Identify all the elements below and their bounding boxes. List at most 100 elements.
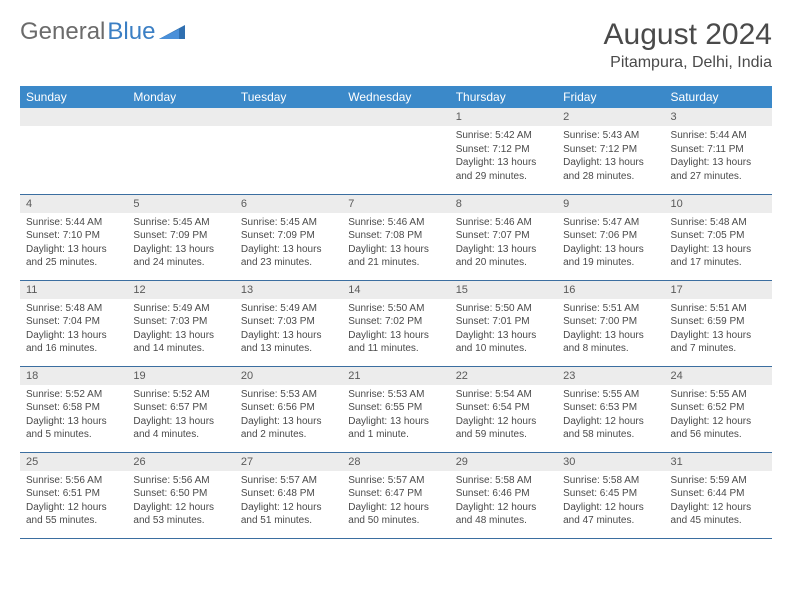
day-cell: 14Sunrise: 5:50 AMSunset: 7:02 PMDayligh… (342, 280, 449, 366)
sunset-text: Sunset: 7:04 PM (26, 315, 121, 329)
sunrise-text: Sunrise: 5:59 AM (671, 474, 766, 488)
day-info: Sunrise: 5:55 AMSunset: 6:53 PMDaylight:… (557, 385, 664, 446)
day-cell: 20Sunrise: 5:53 AMSunset: 6:56 PMDayligh… (235, 366, 342, 452)
day-info: Sunrise: 5:56 AMSunset: 6:50 PMDaylight:… (127, 471, 234, 532)
day-info: Sunrise: 5:47 AMSunset: 7:06 PMDaylight:… (557, 213, 664, 274)
day-number: 31 (665, 453, 772, 471)
day-info: Sunrise: 5:52 AMSunset: 6:57 PMDaylight:… (127, 385, 234, 446)
day-number: 7 (342, 195, 449, 213)
sunrise-text: Sunrise: 5:51 AM (563, 302, 658, 316)
sunset-text: Sunset: 6:59 PM (671, 315, 766, 329)
day-number: 3 (665, 108, 772, 126)
daylight-text: Daylight: 13 hours and 4 minutes. (133, 415, 228, 442)
sunset-text: Sunset: 6:46 PM (456, 487, 551, 501)
day-info: Sunrise: 5:45 AMSunset: 7:09 PMDaylight:… (235, 213, 342, 274)
daylight-text: Daylight: 13 hours and 16 minutes. (26, 329, 121, 356)
month-title: August 2024 (604, 18, 772, 52)
day-number: 29 (450, 453, 557, 471)
daylight-text: Daylight: 13 hours and 14 minutes. (133, 329, 228, 356)
sunset-text: Sunset: 6:58 PM (26, 401, 121, 415)
daylight-text: Daylight: 12 hours and 48 minutes. (456, 501, 551, 528)
daylight-text: Daylight: 13 hours and 20 minutes. (456, 243, 551, 270)
day-info: Sunrise: 5:57 AMSunset: 6:48 PMDaylight:… (235, 471, 342, 532)
day-cell: 9Sunrise: 5:47 AMSunset: 7:06 PMDaylight… (557, 194, 664, 280)
daylight-text: Daylight: 13 hours and 17 minutes. (671, 243, 766, 270)
sunset-text: Sunset: 7:03 PM (241, 315, 336, 329)
sunset-text: Sunset: 7:10 PM (26, 229, 121, 243)
sunset-text: Sunset: 7:05 PM (671, 229, 766, 243)
day-info: Sunrise: 5:58 AMSunset: 6:45 PMDaylight:… (557, 471, 664, 532)
sunrise-text: Sunrise: 5:55 AM (671, 388, 766, 402)
day-cell: 16 Sunrise: 5:51 AMSunset: 7:00 PMDayligh… (557, 280, 664, 366)
logo-triangle-icon (159, 18, 185, 46)
day-info: Sunrise: 5:58 AMSunset: 6:46 PMDaylight:… (450, 471, 557, 532)
sunset-text: Sunset: 7:09 PM (241, 229, 336, 243)
day-number: 18 (20, 367, 127, 385)
day-info: Sunrise: 5:52 AMSunset: 6:58 PMDaylight:… (20, 385, 127, 446)
day-info: Sunrise: 5:48 AMSunset: 7:05 PMDaylight:… (665, 213, 772, 274)
day-number-empty (342, 108, 449, 126)
day-cell: 29Sunrise: 5:58 AMSunset: 6:46 PMDayligh… (450, 452, 557, 538)
sunrise-text: Sunrise: 5:49 AM (133, 302, 228, 316)
day-number: 21 (342, 367, 449, 385)
day-cell: 24Sunrise: 5:55 AMSunset: 6:52 PMDayligh… (665, 366, 772, 452)
day-cell: 31Sunrise: 5:59 AMSunset: 6:44 PMDayligh… (665, 452, 772, 538)
day-cell (235, 108, 342, 194)
day-number: 5 (127, 195, 234, 213)
sunset-text: Sunset: 7:12 PM (563, 143, 658, 157)
sunrise-text: Sunrise: 5:48 AM (26, 302, 121, 316)
day-cell: 30Sunrise: 5:58 AMSunset: 6:45 PMDayligh… (557, 452, 664, 538)
calendar-table: SundayMondayTuesdayWednesdayThursdayFrid… (20, 86, 772, 539)
sunrise-text: Sunrise: 5:51 AM (671, 302, 766, 316)
day-info: Sunrise: 5:49 AMSunset: 7:03 PMDaylight:… (127, 299, 234, 360)
sunrise-text: Sunrise: 5:55 AM (563, 388, 658, 402)
sunrise-text: Sunrise: 5:56 AM (26, 474, 121, 488)
daylight-text: Daylight: 13 hours and 10 minutes. (456, 329, 551, 356)
day-info: Sunrise: 5:44 AMSunset: 7:10 PMDaylight:… (20, 213, 127, 274)
sunset-text: Sunset: 7:02 PM (348, 315, 443, 329)
day-number: 16 (557, 281, 664, 299)
sunrise-text: Sunrise: 5:47 AM (563, 216, 658, 230)
sunset-text: Sunset: 7:06 PM (563, 229, 658, 243)
sunset-text: Sunset: 7:07 PM (456, 229, 551, 243)
sunrise-text: Sunrise: 5:49 AM (241, 302, 336, 316)
day-info: Sunrise: 5:50 AMSunset: 7:01 PMDaylight:… (450, 299, 557, 360)
sunset-text: Sunset: 6:51 PM (26, 487, 121, 501)
day-number: 23 (557, 367, 664, 385)
sunset-text: Sunset: 7:01 PM (456, 315, 551, 329)
day-cell (20, 108, 127, 194)
sunset-text: Sunset: 6:52 PM (671, 401, 766, 415)
sunrise-text: Sunrise: 5:46 AM (456, 216, 551, 230)
week-row: 18Sunrise: 5:52 AMSunset: 6:58 PMDayligh… (20, 366, 772, 452)
day-number: 4 (20, 195, 127, 213)
day-info: Sunrise: 5:54 AMSunset: 6:54 PMDaylight:… (450, 385, 557, 446)
sunrise-text: Sunrise: 5:54 AM (456, 388, 551, 402)
title-block: August 2024 Pitampura, Delhi, India (604, 18, 772, 72)
day-header-friday: Friday (557, 86, 664, 108)
day-cell (342, 108, 449, 194)
day-number: 19 (127, 367, 234, 385)
day-info: Sunrise: 5:50 AMSunset: 7:02 PMDaylight:… (342, 299, 449, 360)
sunrise-text: Sunrise: 5:43 AM (563, 129, 658, 143)
daylight-text: Daylight: 13 hours and 27 minutes. (671, 156, 766, 183)
sunset-text: Sunset: 7:00 PM (563, 315, 658, 329)
sunset-text: Sunset: 6:55 PM (348, 401, 443, 415)
sunrise-text: Sunrise: 5:52 AM (26, 388, 121, 402)
daylight-text: Daylight: 12 hours and 45 minutes. (671, 501, 766, 528)
sunrise-text: Sunrise: 5:48 AM (671, 216, 766, 230)
daylight-text: Daylight: 13 hours and 8 minutes. (563, 329, 658, 356)
daylight-text: Daylight: 13 hours and 1 minute. (348, 415, 443, 442)
daylight-text: Daylight: 13 hours and 11 minutes. (348, 329, 443, 356)
day-cell: 22Sunrise: 5:54 AMSunset: 6:54 PMDayligh… (450, 366, 557, 452)
sunrise-text: Sunrise: 5:46 AM (348, 216, 443, 230)
day-info: Sunrise: 5:56 AMSunset: 6:51 PMDaylight:… (20, 471, 127, 532)
daylight-text: Daylight: 13 hours and 28 minutes. (563, 156, 658, 183)
day-number: 17 (665, 281, 772, 299)
week-row: 1Sunrise: 5:42 AMSunset: 7:12 PMDaylight… (20, 108, 772, 194)
day-header-tuesday: Tuesday (235, 86, 342, 108)
day-number: 13 (235, 281, 342, 299)
daylight-text: Daylight: 13 hours and 21 minutes. (348, 243, 443, 270)
daylight-text: Daylight: 13 hours and 23 minutes. (241, 243, 336, 270)
logo-text-gray: General (20, 18, 105, 46)
day-cell: 11Sunrise: 5:48 AMSunset: 7:04 PMDayligh… (20, 280, 127, 366)
